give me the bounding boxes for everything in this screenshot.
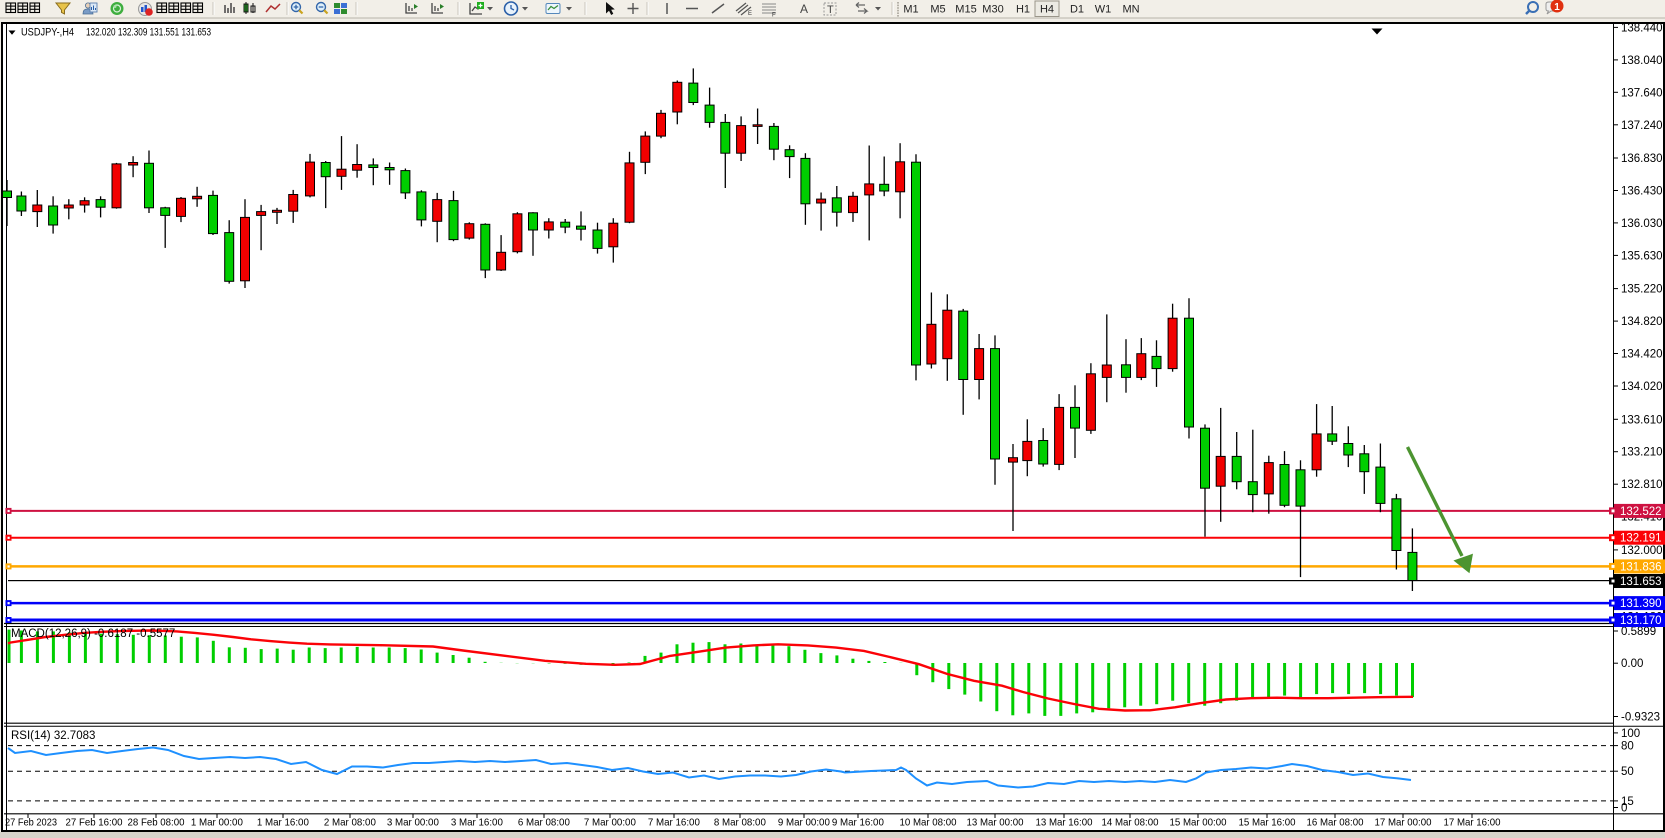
svg-text:17 Mar 16:00: 17 Mar 16:00 xyxy=(1444,817,1501,829)
svg-text:H4: H4 xyxy=(1040,4,1054,16)
svg-text:13 Mar 00:00: 13 Mar 00:00 xyxy=(967,817,1024,829)
svg-text:100: 100 xyxy=(1621,728,1640,740)
svg-text:10 Mar 08:00: 10 Mar 08:00 xyxy=(900,817,957,829)
svg-text:D1: D1 xyxy=(1070,4,1084,16)
svg-text:137.640: 137.640 xyxy=(1621,87,1663,99)
svg-text:-0.9323: -0.9323 xyxy=(1621,712,1660,724)
svg-text:136.830: 136.830 xyxy=(1621,153,1663,165)
svg-text:15: 15 xyxy=(1621,796,1634,808)
svg-text:134.420: 134.420 xyxy=(1621,349,1663,361)
svg-text:E: E xyxy=(748,11,752,17)
svg-text:131.653: 131.653 xyxy=(1620,576,1662,588)
svg-text:27 Feb 2023: 27 Feb 2023 xyxy=(5,817,57,829)
svg-text:9 Mar 16:00: 9 Mar 16:00 xyxy=(832,817,884,829)
svg-text:138.040: 138.040 xyxy=(1621,55,1663,67)
svg-text:0.5899: 0.5899 xyxy=(1621,626,1656,638)
svg-text:138.440: 138.440 xyxy=(1621,22,1663,34)
svg-text:133.210: 133.210 xyxy=(1621,447,1663,459)
svg-text:131.836: 131.836 xyxy=(1620,561,1662,573)
svg-text:M5: M5 xyxy=(930,4,945,16)
svg-text:0: 0 xyxy=(1621,803,1627,815)
svg-text:15 Mar 00:00: 15 Mar 00:00 xyxy=(1170,817,1227,829)
svg-text:T: T xyxy=(827,4,834,16)
svg-text:2 Mar 08:00: 2 Mar 08:00 xyxy=(324,817,376,829)
svg-text:135.220: 135.220 xyxy=(1621,284,1663,296)
svg-text:M1: M1 xyxy=(903,4,918,16)
svg-text:H1: H1 xyxy=(1016,4,1030,16)
svg-text:17 Mar 00:00: 17 Mar 00:00 xyxy=(1375,817,1432,829)
svg-text:0.00: 0.00 xyxy=(1621,658,1643,670)
svg-text:131.170: 131.170 xyxy=(1620,615,1662,627)
svg-text:132.191: 132.191 xyxy=(1620,533,1662,545)
svg-text:RSI(14) 32.7083: RSI(14) 32.7083 xyxy=(11,730,95,742)
svg-text:W1: W1 xyxy=(1095,4,1112,16)
svg-text:132.810: 132.810 xyxy=(1621,479,1663,491)
svg-text:132.000: 132.000 xyxy=(1621,545,1663,557)
svg-text:28 Feb 08:00: 28 Feb 08:00 xyxy=(128,817,185,829)
svg-text:M30: M30 xyxy=(982,4,1003,16)
svg-text:16 Mar 08:00: 16 Mar 08:00 xyxy=(1307,817,1364,829)
svg-text:1: 1 xyxy=(1554,2,1560,13)
svg-text:6 Mar 08:00: 6 Mar 08:00 xyxy=(518,817,570,829)
svg-text:MACD(12,26,9) -0.6187 -0.5577: MACD(12,26,9) -0.6187 -0.5577 xyxy=(11,628,175,640)
svg-text:1 Mar 16:00: 1 Mar 16:00 xyxy=(257,817,309,829)
svg-text:13 Mar 16:00: 13 Mar 16:00 xyxy=(1036,817,1093,829)
svg-text:135.630: 135.630 xyxy=(1621,250,1663,262)
svg-text:9 Mar 00:00: 9 Mar 00:00 xyxy=(778,817,830,829)
svg-text:136.430: 136.430 xyxy=(1621,186,1663,198)
svg-text:136.030: 136.030 xyxy=(1621,218,1663,230)
svg-text:M15: M15 xyxy=(955,4,976,16)
svg-text:133.610: 133.610 xyxy=(1621,414,1663,426)
svg-text:MN: MN xyxy=(1122,4,1139,16)
svg-text:134.820: 134.820 xyxy=(1621,316,1663,328)
svg-text:8 Mar 08:00: 8 Mar 08:00 xyxy=(714,817,766,829)
svg-text:131.390: 131.390 xyxy=(1620,598,1662,610)
svg-text:7 Mar 16:00: 7 Mar 16:00 xyxy=(648,817,700,829)
svg-text:3 Mar 16:00: 3 Mar 16:00 xyxy=(451,817,503,829)
svg-text:1 Mar 00:00: 1 Mar 00:00 xyxy=(191,817,243,829)
svg-text:3 Mar 00:00: 3 Mar 00:00 xyxy=(387,817,439,829)
svg-text:132.522: 132.522 xyxy=(1620,506,1662,518)
svg-text:USDJPY-,H4: USDJPY-,H4 xyxy=(21,27,74,39)
svg-text:134.020: 134.020 xyxy=(1621,381,1663,393)
svg-text:50: 50 xyxy=(1621,766,1634,778)
svg-text:132.020 132.309 131.551 131.65: 132.020 132.309 131.551 131.653 xyxy=(86,27,211,39)
svg-text:F: F xyxy=(772,13,776,19)
svg-text:14 Mar 08:00: 14 Mar 08:00 xyxy=(1102,817,1159,829)
svg-text:137.240: 137.240 xyxy=(1621,120,1663,132)
svg-text:80: 80 xyxy=(1621,741,1634,753)
svg-text:7 Mar 00:00: 7 Mar 00:00 xyxy=(584,817,636,829)
svg-text:27 Feb 16:00: 27 Feb 16:00 xyxy=(66,817,123,829)
svg-text:15 Mar 16:00: 15 Mar 16:00 xyxy=(1239,817,1296,829)
svg-text:A: A xyxy=(800,2,808,16)
